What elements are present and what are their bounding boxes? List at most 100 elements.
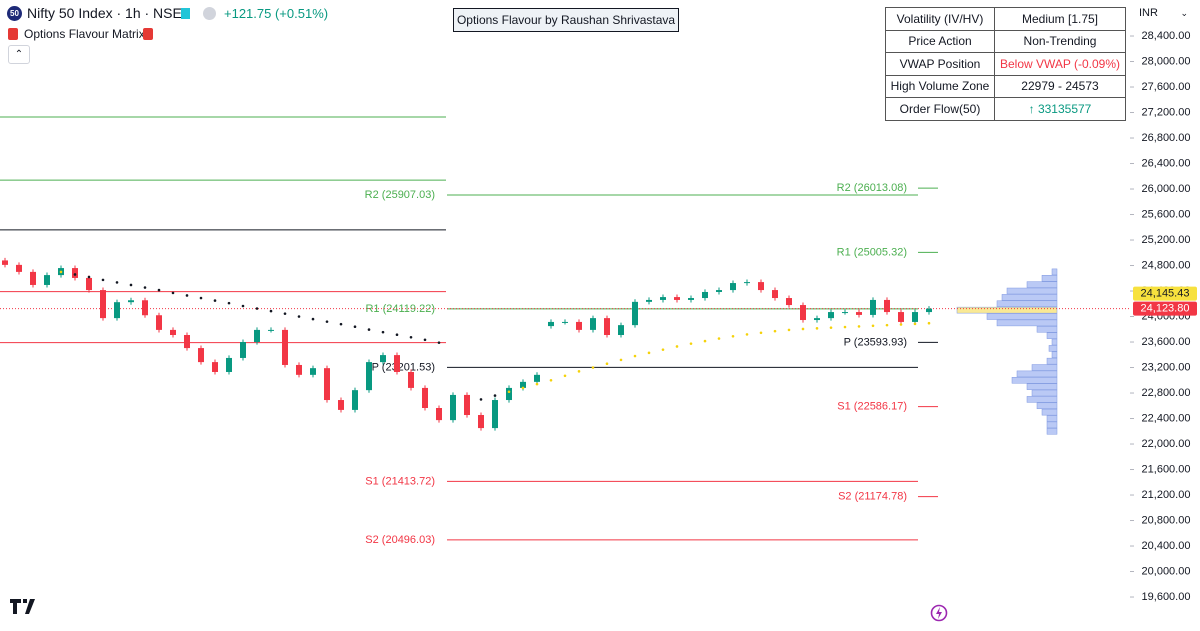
- table-value: Non-Trending: [994, 29, 1126, 53]
- y-tick-label: 27,200.00: [1142, 106, 1191, 118]
- candle-body: [758, 282, 764, 291]
- y-tick-label: 20,000.00: [1142, 565, 1191, 577]
- candle-body: [338, 400, 344, 410]
- volume-profile-bar: [986, 313, 1058, 320]
- volume-profile-bar: [1048, 345, 1058, 352]
- candle-body: [282, 329, 288, 365]
- candle-body: [380, 355, 386, 363]
- volume-profile-bar: [996, 319, 1058, 327]
- candle-body: [702, 291, 708, 299]
- vwap-dot: [185, 294, 189, 297]
- volume-profile-bar: [1046, 357, 1058, 365]
- vwap-dot: [871, 324, 875, 328]
- vwap-dot: [927, 321, 931, 325]
- candle-body: [506, 387, 512, 401]
- vwap-dot: [885, 323, 889, 327]
- vwap-dot: [325, 320, 329, 323]
- volume-profile-bar: [1036, 326, 1058, 333]
- volume-profile-bar: [956, 306, 1058, 314]
- table-key: High Volume Zone: [885, 74, 995, 98]
- watermark-label: Options Flavour by Raushan Shrivastava: [453, 8, 679, 32]
- candle-body: [324, 368, 330, 401]
- pivot-label: S2 (20496.03): [365, 534, 435, 546]
- candle-body: [2, 260, 8, 265]
- volume-profile-bar: [1036, 402, 1058, 410]
- candle-body: [310, 368, 316, 375]
- candle-body: [674, 297, 680, 300]
- candle-body: [86, 277, 92, 291]
- y-tick-label: 28,400.00: [1142, 30, 1191, 42]
- vwap-dot: [689, 342, 693, 345]
- candle-body: [394, 355, 400, 372]
- collapse-button[interactable]: ⌃: [8, 45, 30, 64]
- vwap-dot: [619, 358, 623, 362]
- candle-body: [520, 381, 526, 388]
- vwap-dot: [591, 366, 595, 369]
- candle-body: [184, 335, 190, 349]
- y-tick-label: 26,800.00: [1142, 132, 1191, 144]
- candle-body: [828, 312, 834, 319]
- volume-profile-bar: [1011, 377, 1058, 384]
- volume-profile-bar: [1041, 408, 1058, 416]
- volume-profile-bar: [1026, 383, 1058, 390]
- candle-body: [534, 374, 540, 382]
- candle-body: [884, 299, 890, 313]
- vwap-dot: [353, 325, 357, 329]
- y-tick-label: 28,000.00: [1142, 55, 1191, 67]
- vwap-dot: [647, 351, 651, 355]
- candle-body: [548, 321, 554, 327]
- price-tag: [1133, 301, 1197, 316]
- pivot-label: P (23593.93): [844, 336, 907, 348]
- symbol-title[interactable]: Nifty 50 Index · 1h · NSE: [27, 5, 182, 21]
- vwap-dot: [857, 325, 861, 328]
- price-change: +121.75 (+0.51%): [224, 6, 329, 21]
- volume-profile-bar: [1006, 287, 1058, 295]
- candle-body: [422, 387, 428, 409]
- candle-body: [268, 329, 274, 331]
- vwap-dot: [759, 331, 763, 335]
- candle-body: [842, 312, 848, 314]
- vwap-dot: [199, 296, 203, 300]
- volume-profile-bar: [1001, 294, 1058, 301]
- candle-body: [744, 282, 750, 284]
- indicator-name[interactable]: Options Flavour Matrix: [24, 27, 145, 41]
- vwap-dot: [171, 291, 175, 295]
- table-key: Price Action: [885, 29, 995, 53]
- y-tick-label: 22,400.00: [1142, 412, 1191, 424]
- volume-profile-bar: [1046, 421, 1058, 429]
- table-key: Volatility (IV/HV): [885, 7, 995, 31]
- candle-body: [716, 290, 722, 292]
- vwap-dot: [269, 309, 273, 313]
- candle-body: [226, 357, 232, 372]
- pivot-label: S2 (21174.78): [838, 491, 907, 503]
- vwap-dot: [297, 315, 301, 318]
- y-tick-label: 21,200.00: [1142, 489, 1191, 501]
- vwap-dot: [227, 301, 231, 305]
- vwap-dot: [661, 348, 665, 351]
- currency-select[interactable]: INR ⌄: [1134, 4, 1194, 22]
- candle-body: [786, 298, 792, 306]
- candle-body: [240, 342, 246, 358]
- table-value: Medium [1.75]: [994, 7, 1126, 31]
- candle-body: [814, 318, 820, 321]
- price-tag-label: 24,123.80: [1141, 303, 1190, 315]
- vwap-dot: [255, 307, 259, 310]
- volume-profile-bar: [1031, 389, 1058, 397]
- bolt-icon[interactable]: [929, 603, 949, 623]
- vwap-dot: [367, 328, 371, 331]
- pivot-label: S1 (21413.72): [365, 475, 435, 487]
- candle-body: [156, 315, 162, 330]
- candle-body: [254, 329, 260, 343]
- y-tick-label: 20,800.00: [1142, 514, 1191, 526]
- vwap-dot: [87, 275, 91, 279]
- vwap-dot: [731, 334, 735, 338]
- vwap-dot: [815, 327, 819, 330]
- y-tick-label: 20,400.00: [1142, 540, 1191, 552]
- candle-body: [114, 302, 120, 319]
- vwap-dot: [787, 328, 791, 332]
- candle-body: [478, 415, 484, 429]
- vwap-dot: [605, 362, 609, 365]
- y-tick-label: 26,400.00: [1142, 157, 1191, 169]
